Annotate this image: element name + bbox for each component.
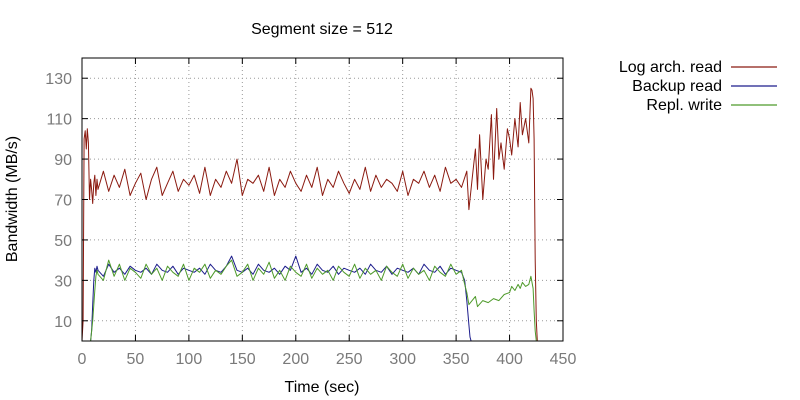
- x-tick-label: 450: [550, 351, 577, 368]
- legend-label: Backup read: [632, 78, 722, 95]
- chart-title: Segment size = 512: [251, 21, 393, 38]
- y-tick-label: 30: [54, 273, 72, 290]
- series-line-1: [82, 255, 537, 342]
- y-axis-label: Bandwidth (MB/s): [4, 136, 21, 262]
- series-line-2: [82, 259, 537, 342]
- series-lines: [81, 87, 538, 342]
- y-tick-label: 50: [54, 233, 72, 250]
- x-tick-label: 150: [229, 351, 256, 368]
- legend-label: Log arch. read: [619, 59, 722, 76]
- grid: [82, 58, 563, 341]
- legend-label: Repl. write: [646, 97, 722, 114]
- x-tick-label: 250: [336, 351, 363, 368]
- x-tick-label: 350: [443, 351, 470, 368]
- y-tick-label: 110: [46, 112, 72, 129]
- x-axis-label: Time (sec): [285, 379, 360, 396]
- series-line-0: [81, 87, 538, 342]
- legend: Log arch. read Backup read Repl. write: [619, 59, 777, 114]
- x-tick-label: 50: [127, 351, 145, 368]
- y-tick-label: 130: [45, 71, 72, 88]
- y-tick-label: 90: [54, 152, 72, 169]
- y-tick-label: 70: [54, 193, 72, 210]
- x-tick-label: 400: [496, 351, 523, 368]
- x-tick-label: 0: [78, 351, 87, 368]
- x-tick-label: 300: [389, 351, 416, 368]
- y-tick-label: 10: [54, 314, 72, 331]
- x-tick-label: 100: [176, 351, 203, 368]
- axis-ticks: 10 30 50 70 90 110 130 0 50 100 150 200 250 300 350 400…: [45, 58, 576, 368]
- x-tick-label: 200: [282, 351, 309, 368]
